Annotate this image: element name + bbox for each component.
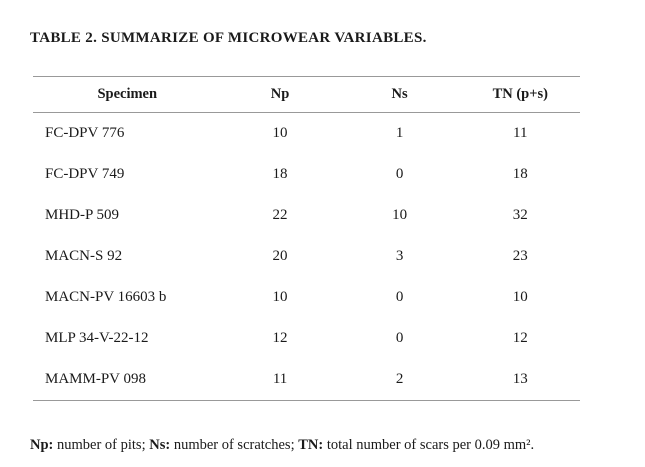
cell-np: 20 — [272, 248, 288, 264]
cell-ns: 0 — [395, 330, 404, 346]
table-header: Specimen Np Ns TN (p+s) — [33, 76, 580, 113]
footnote-text-ns: number of scratches; — [170, 436, 299, 453]
cell-ns: 10 — [392, 207, 408, 223]
cell-specimen: MACN-PV 16603 b — [45, 289, 167, 305]
cell-specimen: FC-DPV 776 — [45, 125, 125, 141]
cell-ns: 0 — [395, 289, 404, 305]
footnote-label-np: Np: — [30, 436, 54, 453]
cell-ns: 2 — [395, 371, 404, 387]
cell-np: 18 — [272, 166, 288, 182]
cell-tn: 13 — [512, 371, 528, 387]
cell-np: 10 — [272, 289, 288, 305]
cell-tn: 11 — [513, 125, 528, 141]
cell-np: 22 — [272, 207, 288, 223]
cell-ns: 3 — [395, 248, 404, 264]
table-row: MACN-PV 16603 b 10 0 10 — [33, 277, 580, 318]
table-row: MLP 34-V-22-12 12 0 12 — [33, 318, 580, 359]
header-row: Specimen Np Ns TN (p+s) — [33, 76, 580, 113]
cell-np: 11 — [272, 371, 288, 387]
cell-specimen: MLP 34-V-22-12 — [45, 330, 149, 346]
table-row: FC-DPV 749 18 0 18 — [33, 154, 580, 195]
footnote-label-tn: TN: — [298, 436, 324, 453]
table-row: MHD-P 509 22 10 32 — [33, 195, 580, 236]
column-header-np: Np — [221, 76, 339, 113]
cell-ns: 0 — [395, 166, 404, 182]
cell-tn: 23 — [512, 248, 528, 264]
footnote-text-tn: total number of scars per 0.09 mm². — [323, 436, 535, 453]
cell-tn: 18 — [512, 166, 528, 182]
cell-specimen: FC-DPV 749 — [45, 166, 125, 182]
footnote-text-np: number of pits; — [53, 436, 150, 453]
table-title: TABLE 2. SUMMARIZE OF MICROWEAR VARIABLE… — [30, 30, 427, 46]
microwear-table: Specimen Np Ns TN (p+s) FC-DPV 776 10 1 … — [33, 76, 580, 401]
column-header-tn: TN (p+s) — [460, 76, 580, 113]
cell-np: 12 — [272, 330, 288, 346]
table-row: FC-DPV 776 10 1 11 — [33, 113, 580, 155]
cell-specimen: MHD-P 509 — [45, 207, 120, 223]
column-header-specimen: Specimen — [33, 76, 222, 113]
table-row: MACN-S 92 20 3 23 — [33, 236, 580, 277]
cell-tn: 12 — [512, 330, 528, 346]
cell-ns: 1 — [395, 125, 404, 141]
table-body: FC-DPV 776 10 1 11 FC-DPV 749 18 0 18 MH… — [33, 113, 580, 401]
cell-specimen: MACN-S 92 — [45, 248, 123, 264]
table-row: MAMM-PV 098 11 2 13 — [33, 359, 580, 401]
footnote-label-ns: Ns: — [149, 436, 171, 453]
column-header-ns: Ns — [338, 76, 461, 113]
cell-np: 10 — [272, 125, 288, 141]
table-footnote: Np: number of pits; Ns: number of scratc… — [30, 437, 534, 454]
cell-specimen: MAMM-PV 098 — [45, 371, 146, 387]
cell-tn: 10 — [512, 289, 528, 305]
cell-tn: 32 — [512, 207, 528, 223]
